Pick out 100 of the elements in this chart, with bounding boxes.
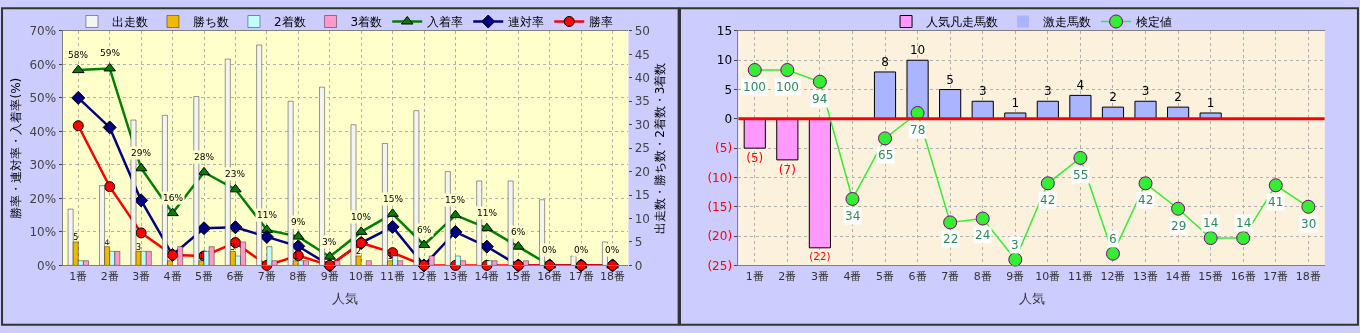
data-label: 78: [910, 123, 926, 137]
data-label: 1: [293, 251, 299, 261]
y-axis-title: 勝率・連対率・入着率(%): [8, 77, 23, 219]
x-tick-label: 13番: [1133, 269, 1159, 283]
data-label: 1: [387, 251, 393, 261]
legend-label: 勝ち数: [192, 15, 229, 30]
data-label: 3: [136, 242, 142, 252]
x-tick-label: 7番: [257, 269, 276, 283]
y-tick-label: 50%: [29, 91, 57, 106]
y-tick-label: 70%: [29, 24, 57, 39]
y-tick-label: (20): [707, 229, 733, 244]
y-tick-label: 10: [716, 53, 733, 68]
y-tick-label: (25): [707, 258, 733, 273]
x-tick-label: 3番: [810, 269, 829, 283]
x-tick-label: 16番: [537, 269, 563, 283]
x-tick-label: 1番: [745, 269, 764, 283]
y2-tick-label: 45: [634, 47, 650, 62]
x-tick-label: 6番: [226, 269, 245, 283]
data-label: 5: [946, 72, 954, 87]
legend-label: 人気凡走馬数: [926, 15, 999, 30]
data-label: 34: [845, 209, 861, 223]
x-tick-label: 16番: [1230, 269, 1256, 283]
data-label: 41: [1268, 195, 1284, 209]
y-tick-label: 5: [724, 82, 733, 97]
data-label: 14: [1236, 216, 1252, 230]
x-axis-title: 人気: [1018, 291, 1045, 307]
data-label: 6%: [511, 227, 526, 237]
x-tick-label: 15番: [1198, 269, 1224, 283]
data-label: 0%: [605, 245, 620, 255]
data-label: 0%: [542, 245, 557, 255]
x-tick-label: 18番: [1295, 269, 1321, 283]
y-tick-label: 20%: [29, 191, 57, 206]
data-label: 58%: [68, 50, 89, 60]
y-tick-label: (10): [707, 170, 733, 185]
x-tick-label: 5番: [195, 269, 213, 283]
x-tick-label: 13番: [442, 269, 468, 283]
data-label: 55: [1073, 168, 1089, 182]
y2-tick-label: 50: [634, 24, 650, 39]
legend-label: 2着数: [273, 15, 306, 30]
data-label: 6: [1109, 232, 1117, 246]
x-tick-label: 2番: [778, 269, 797, 283]
legend-label: 激走馬数: [1043, 15, 1092, 30]
data-label: 5: [73, 233, 79, 243]
data-label: 42: [1138, 193, 1154, 207]
y-tick-label: 60%: [29, 57, 57, 72]
x-tick-label: 14番: [474, 269, 500, 283]
data-label: 23%: [225, 169, 246, 179]
data-label: 11%: [257, 210, 278, 220]
data-label: 3: [1044, 84, 1052, 99]
legend-label: 検定値: [1136, 15, 1173, 30]
data-label: 10: [909, 43, 926, 58]
data-label: 24: [975, 228, 991, 242]
data-label: (5): [746, 151, 764, 166]
data-label: (22): [809, 250, 831, 263]
x-tick-label: 6番: [908, 269, 927, 283]
y-tick-label: 0%: [37, 258, 57, 273]
data-label: 9%: [291, 217, 306, 227]
data-label: 4: [104, 237, 110, 247]
y-tick-label: 15: [716, 24, 733, 39]
data-label: 3: [1141, 84, 1150, 99]
x-tick-label: 17番: [568, 269, 594, 283]
data-label: 8: [881, 54, 889, 69]
x-tick-label: 8番: [289, 269, 308, 283]
y2-tick-label: 20: [634, 164, 650, 179]
x-tick-label: 4番: [163, 269, 182, 283]
data-label: 15%: [445, 195, 466, 205]
y2-tick-label: 35: [634, 94, 650, 109]
x-tick-label: 9番: [320, 269, 339, 283]
y2-tick-label: 30: [634, 117, 650, 132]
y-tick-label: (5): [715, 141, 733, 156]
data-label: 1: [1206, 95, 1215, 110]
x-tick-label: 12番: [1100, 269, 1126, 283]
y-tick-label: 30%: [29, 158, 57, 173]
legend-label: 勝率: [589, 15, 614, 30]
data-label: 3: [230, 242, 236, 252]
data-label: 94: [812, 92, 828, 106]
x-tick-label: 15番: [505, 269, 531, 283]
data-label: 11%: [477, 208, 498, 218]
data-label: 3: [1011, 238, 1019, 252]
data-label: 2: [1109, 90, 1117, 105]
x-tick-label: 5番: [876, 269, 895, 283]
data-label: (7): [778, 162, 796, 177]
legend-label: 3着数: [350, 15, 383, 30]
y-tick-label: 40%: [29, 124, 57, 139]
data-label: 65: [878, 148, 894, 162]
data-label: 6%: [417, 225, 432, 235]
x-tick-label: 18番: [600, 269, 626, 283]
data-label: 29: [1171, 219, 1187, 233]
x-tick-label: 3番: [132, 269, 151, 283]
y2-tick-label: 25: [634, 141, 650, 156]
x-tick-label: 14番: [1165, 269, 1191, 283]
x-tick-label: 4番: [843, 269, 862, 283]
data-label: 10%: [351, 212, 372, 222]
x-tick-label: 10番: [1035, 269, 1061, 283]
data-label: 16%: [163, 193, 184, 203]
data-label: 1: [198, 251, 204, 261]
data-label: 42: [1040, 193, 1056, 207]
x-axis-title: 人気: [332, 291, 359, 307]
x-tick-label: 11番: [1067, 269, 1093, 283]
x-tick-label: 7番: [941, 269, 960, 283]
